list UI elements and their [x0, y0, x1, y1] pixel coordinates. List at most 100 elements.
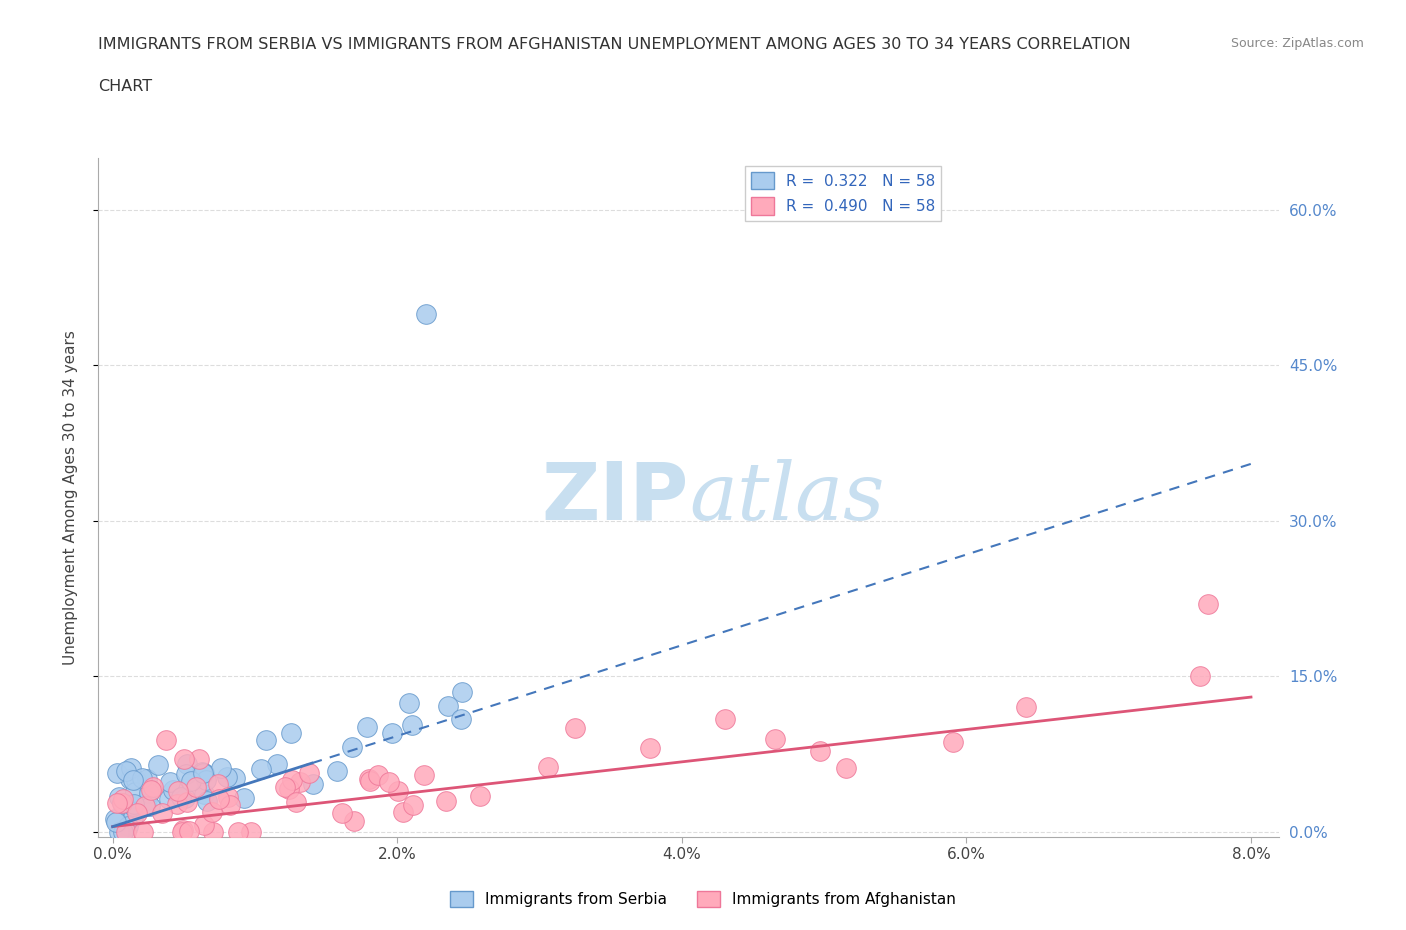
Point [1197, 596, 1219, 611]
Point [104, 812, 127, 827]
Point [357, 772, 380, 787]
Point [174, 766, 197, 781]
Text: CHART: CHART [98, 79, 152, 94]
Point [111, 824, 134, 839]
Point [240, 824, 263, 839]
Text: Source: ZipAtlas.com: Source: ZipAtlas.com [1230, 37, 1364, 50]
Point [191, 765, 214, 780]
Point [195, 794, 218, 809]
Point [166, 797, 188, 812]
Point [226, 824, 249, 839]
Point [170, 790, 193, 804]
Point [326, 764, 349, 778]
Point [172, 824, 194, 839]
Point [162, 782, 184, 797]
Point [193, 765, 215, 780]
Point [132, 824, 155, 839]
Point [107, 790, 129, 804]
Point [115, 824, 138, 839]
Point [176, 757, 198, 772]
Point [139, 782, 162, 797]
Point [176, 795, 198, 810]
Point [298, 766, 321, 781]
Point [142, 779, 165, 794]
Point [111, 795, 134, 810]
Legend: Immigrants from Serbia, Immigrants from Afghanistan: Immigrants from Serbia, Immigrants from … [443, 884, 963, 913]
Point [277, 782, 299, 797]
Point [173, 752, 195, 767]
Point [437, 698, 460, 713]
Point [134, 799, 156, 814]
Point [208, 791, 231, 806]
Point [450, 684, 472, 699]
Point [172, 822, 194, 837]
Point [763, 732, 786, 747]
Point [342, 814, 364, 829]
Point [367, 767, 389, 782]
Text: atlas: atlas [689, 458, 884, 537]
Point [415, 306, 437, 321]
Point [280, 725, 302, 740]
Point [280, 772, 302, 787]
Point [266, 757, 288, 772]
Point [105, 796, 128, 811]
Point [224, 771, 246, 786]
Point [125, 772, 148, 787]
Point [391, 804, 413, 819]
Point [124, 797, 146, 812]
Point [117, 819, 139, 834]
Point [398, 695, 420, 710]
Point [118, 804, 141, 818]
Point [118, 772, 141, 787]
Point [217, 790, 239, 804]
Point [207, 777, 229, 792]
Point [131, 771, 153, 786]
Point [356, 719, 378, 734]
Point [155, 733, 177, 748]
Point [105, 765, 128, 780]
Point [401, 717, 423, 732]
Point [219, 798, 242, 813]
Point [111, 796, 134, 811]
Y-axis label: Unemployment Among Ages 30 to 34 years: Unemployment Among Ages 30 to 34 years [63, 330, 77, 665]
Point [173, 790, 195, 805]
Legend: R =  0.322   N = 58, R =  0.490   N = 58: R = 0.322 N = 58, R = 0.490 N = 58 [745, 166, 941, 221]
Point [564, 721, 586, 736]
Point [194, 772, 217, 787]
Point [124, 785, 146, 800]
Point [180, 774, 202, 789]
Text: IMMIGRANTS FROM SERBIA VS IMMIGRANTS FROM AFGHANISTAN UNEMPLOYMENT AMONG AGES 30: IMMIGRANTS FROM SERBIA VS IMMIGRANTS FRO… [98, 37, 1132, 52]
Point [177, 823, 200, 838]
Point [121, 799, 143, 814]
Point [359, 774, 381, 789]
Point [193, 787, 215, 802]
Point [201, 824, 224, 839]
Point [157, 792, 180, 807]
Point [378, 775, 401, 790]
Point [942, 735, 965, 750]
Point [146, 757, 169, 772]
Point [108, 824, 131, 839]
Point [638, 740, 661, 755]
Point [193, 766, 215, 781]
Point [713, 712, 735, 727]
Point [112, 791, 135, 806]
Point [835, 761, 858, 776]
Point [201, 804, 224, 819]
Point [193, 817, 215, 832]
Point [285, 794, 308, 809]
Point [288, 775, 311, 790]
Point [122, 773, 145, 788]
Point [138, 786, 160, 801]
Point [302, 777, 325, 791]
Point [136, 792, 159, 807]
Point [412, 767, 434, 782]
Point [186, 779, 208, 794]
Point [232, 790, 254, 805]
Point [808, 743, 831, 758]
Point [450, 711, 472, 726]
Point [121, 810, 143, 825]
Point [381, 725, 404, 740]
Point [402, 798, 425, 813]
Point [150, 805, 173, 820]
